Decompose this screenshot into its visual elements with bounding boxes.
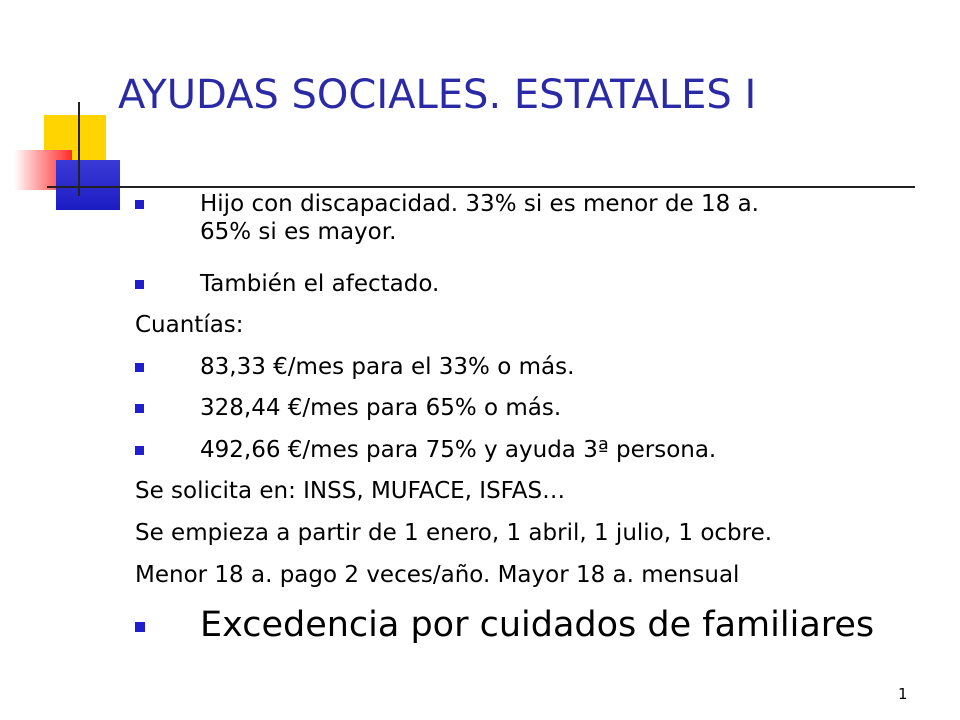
page-number: 1 — [898, 685, 908, 703]
square-bullet-icon — [135, 404, 144, 413]
item-text-line: Hijo con discapacidad. 33% si es menor d… — [200, 191, 759, 217]
item-text: 83,33 €/mes para el 33% o más. — [200, 354, 575, 380]
item-text: Menor 18 a. pago 2 veces/año. Mayor 18 a… — [135, 562, 740, 588]
item-text: Se solicita en: INSS, MUFACE, ISFAS… — [135, 478, 566, 504]
item-text: 328,44 €/mes para 65% o más. — [200, 395, 562, 421]
item-text: Hijo con discapacidad. 33% si es menor d… — [200, 190, 759, 246]
item-text: También el afectado. — [200, 271, 440, 297]
item-text: 492,66 €/mes para 75% y ayuda 3ª persona… — [200, 437, 717, 463]
item-text-line: 65% si es mayor. — [200, 219, 397, 245]
item-text: Excedencia por cuidados de familiares — [200, 605, 875, 645]
vertical-rule — [78, 102, 80, 196]
slide-title: AYUDAS SOCIALES. ESTATALES I — [118, 72, 757, 118]
item-text: Cuantías: — [135, 312, 244, 338]
item-text: Se empieza a partir de 1 enero, 1 abril,… — [135, 520, 773, 546]
square-bullet-icon — [135, 446, 144, 455]
blue-square-decoration — [56, 160, 120, 210]
square-bullet-icon — [135, 363, 144, 372]
square-bullet-icon — [135, 200, 144, 209]
square-bullet-icon — [135, 280, 144, 289]
square-bullet-icon — [135, 622, 145, 632]
horizontal-rule — [47, 186, 915, 188]
